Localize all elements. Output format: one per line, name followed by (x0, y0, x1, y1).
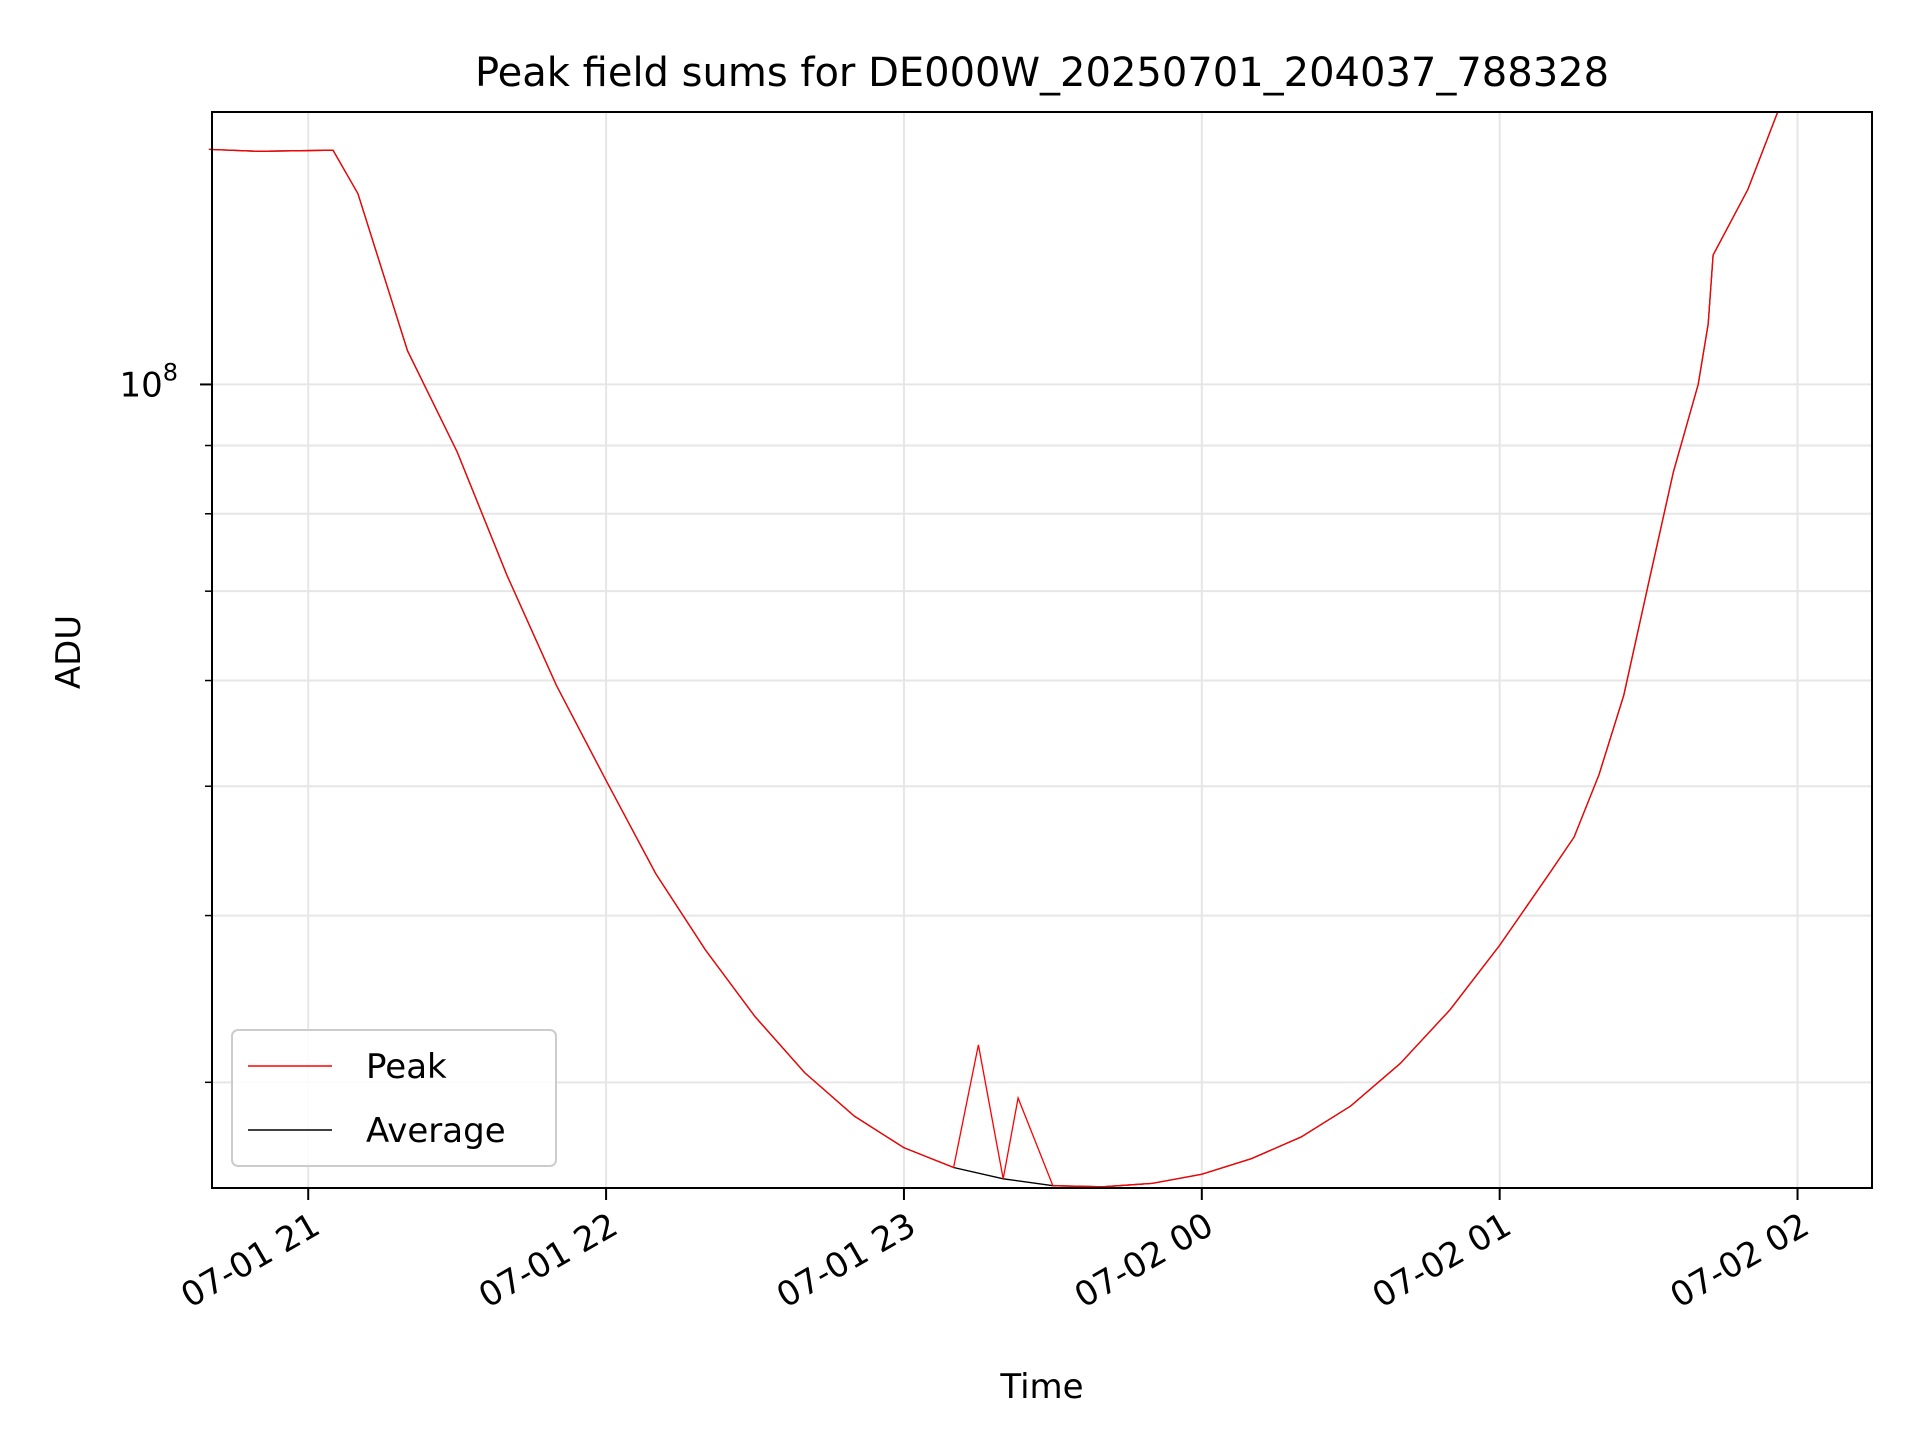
y-axis-label: ADU (49, 615, 89, 689)
peak-series-line (208, 111, 1779, 1188)
legend: Peak Average (231, 1029, 557, 1167)
y-tick-label-1e8: 108 (119, 358, 178, 405)
y-axis-ticks: 108 (119, 358, 212, 1084)
plot-series (208, 111, 1779, 1188)
legend-box (231, 1029, 557, 1167)
x-axis-label: Time (999, 1367, 1083, 1407)
legend-average-label: Average (366, 1111, 506, 1151)
chart-title: Peak field sums for DE000W_20250701_2040… (475, 50, 1609, 96)
y-tick-label-base: 10 (119, 365, 162, 405)
legend-peak-label: Peak (366, 1047, 447, 1087)
plot-area-frame (211, 111, 1873, 1189)
y-tick-label-exponent: 8 (163, 358, 178, 386)
